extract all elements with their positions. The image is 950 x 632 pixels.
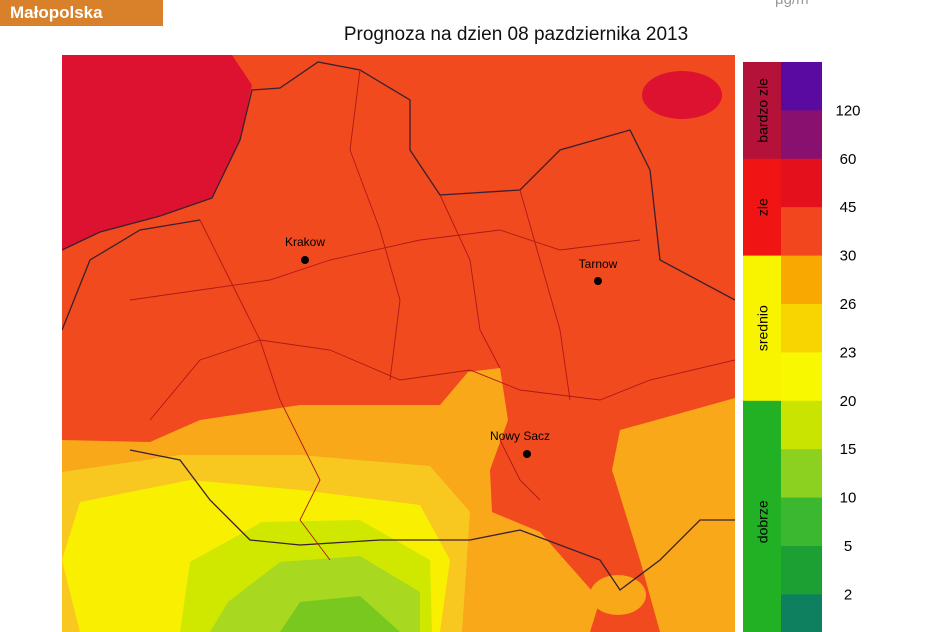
city-label: Krakow — [285, 235, 325, 249]
legend-level: 45 — [840, 199, 857, 216]
city-label: Tarnow — [579, 257, 618, 271]
legend-swatch — [781, 110, 822, 160]
legend-class — [743, 62, 781, 160]
legend-swatch — [781, 546, 822, 595]
legend-class — [743, 400, 781, 632]
legend-level: 120 — [835, 102, 860, 119]
logo: Małopolska — [10, 3, 103, 22]
legend-swatch — [781, 207, 822, 257]
legend-swatch — [781, 158, 822, 208]
legend: 120 60 45 30 26 23 20 15 10 5 2 bardzo zle zle sredni… — [743, 62, 861, 632]
legend-class — [743, 158, 781, 257]
legend-swatch — [781, 255, 822, 305]
legend-swatch — [781, 594, 822, 632]
legend-level: 10 — [840, 490, 857, 507]
legend-level: 60 — [840, 151, 857, 168]
city-dot — [301, 256, 309, 264]
legend-class-label: bardzo zle — [755, 78, 771, 143]
unit: μg/m³ — [775, 0, 814, 8]
city-dot — [523, 450, 531, 458]
legend-swatch — [781, 497, 822, 547]
legend-swatch — [781, 449, 822, 499]
legend-class-label: zle — [755, 198, 771, 216]
legend-level: 30 — [840, 248, 857, 265]
legend-level: 5 — [844, 538, 852, 555]
legend-level: 2 — [844, 586, 852, 603]
legend-class-label: dobrze — [755, 500, 771, 543]
map — [62, 55, 735, 632]
legend-level: 15 — [840, 441, 857, 458]
title: Prognoza na dzien 08 pazdziernika 2013 — [344, 24, 688, 45]
city-label: Nowy Sacz — [490, 429, 550, 443]
city-dot — [594, 277, 602, 285]
legend-class — [743, 255, 781, 402]
legend-level: 26 — [840, 296, 857, 313]
legend-class-label: srednio — [755, 305, 771, 351]
legend-swatch — [781, 62, 822, 111]
logo-box — [0, 0, 163, 26]
cities: Krakow Tarnow Nowy Sacz — [285, 235, 618, 458]
legend-swatch — [781, 400, 822, 450]
legend-level: 20 — [840, 393, 857, 410]
legend-level: 23 — [840, 344, 857, 361]
legend-swatch — [781, 304, 822, 353]
legend-swatch — [781, 352, 822, 402]
